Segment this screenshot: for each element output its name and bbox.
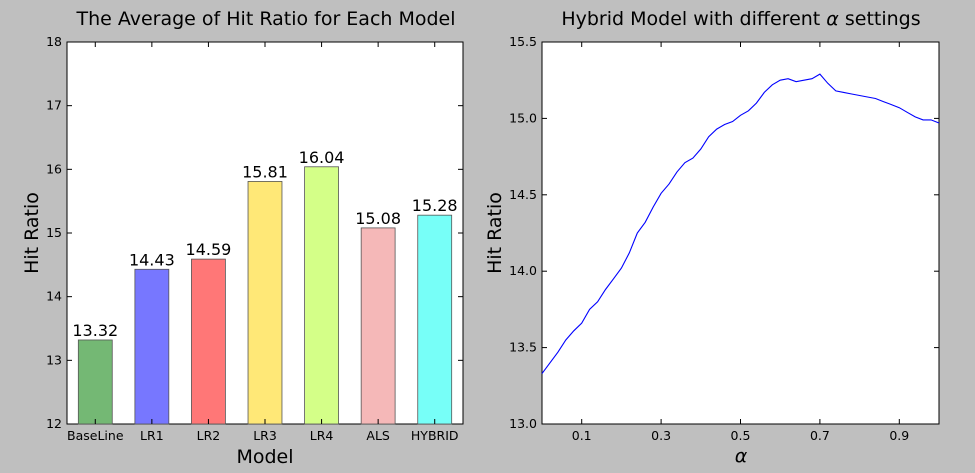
line-y-tick-label: 13.5 (509, 340, 537, 355)
line-y-tick-label: 13.0 (509, 416, 537, 431)
bar-chart-title: The Average of Hit Ratio for Each Model (75, 8, 455, 30)
bar-lr2 (191, 258, 226, 425)
bar-y-ticks: 12 13 14 15 16 17 18 (46, 34, 463, 431)
line-x-tick-label: 0.3 (651, 428, 671, 443)
bar-y-tick-label: 16 (46, 161, 62, 176)
line-series-hit-ratio (541, 73, 940, 374)
bar-x-tick-label: BaseLine (67, 428, 124, 443)
line-y-tick-label: 14.0 (509, 263, 537, 278)
bar-value-label: 13.32 (72, 321, 118, 340)
bar-y-axis-label: Hit Ratio (21, 192, 43, 274)
line-x-tick-label: 0.7 (810, 428, 830, 443)
line-plot-area (541, 41, 940, 425)
bar-lr4 (304, 166, 339, 425)
line-y-ticks: 13.0 13.5 14.0 14.5 15.0 15.5 (509, 34, 939, 431)
bar-lr1 (134, 268, 170, 425)
bar-x-axis-label: Model (236, 446, 293, 468)
bar-x-tick-label: LR1 (140, 428, 164, 443)
bar-x-tick-label: LR4 (310, 428, 334, 443)
bar-y-tick-label: 13 (46, 352, 62, 367)
bar-y-tick-label: 14 (46, 289, 62, 304)
bar-value-label: 14.43 (129, 250, 175, 269)
bar-value-label: 14.59 (186, 240, 232, 259)
bar-x-tick-label: LR3 (253, 428, 277, 443)
bar-chart: The Average of Hit Ratio for Each Model … (21, 8, 464, 468)
bar-y-tick-label: 12 (46, 416, 62, 431)
line-x-ticks: 0.1 0.3 0.5 0.7 0.9 (572, 42, 909, 443)
bar-x-ticks: BaseLine LR1 LR2 LR3 LR4 ALS HYBRID (67, 42, 459, 443)
bar-y-tick-label: 15 (46, 225, 62, 240)
bar-baseline (77, 339, 113, 425)
bar-value-label: 15.08 (355, 209, 401, 228)
bar-series: 13.32 14.43 14.59 15.81 16.04 15.08 15.28 (72, 148, 458, 425)
bar-als (360, 227, 396, 425)
bar-value-label: 15.81 (242, 162, 288, 181)
line-x-tick-label: 0.9 (889, 428, 909, 443)
bar-y-tick-label: 18 (46, 34, 62, 49)
bar-hybrid (417, 214, 453, 425)
line-x-tick-label: 0.1 (572, 428, 592, 443)
line-chart-title: Hybrid Model with different α settings (561, 8, 920, 30)
bar-x-tick-label: LR2 (197, 428, 221, 443)
line-x-tick-label: 0.5 (731, 428, 751, 443)
line-y-tick-label: 14.5 (509, 187, 537, 202)
bar-x-tick-label: HYBRID (411, 428, 459, 443)
line-y-tick-label: 15.5 (509, 34, 537, 49)
line-y-axis-label: Hit Ratio (484, 192, 506, 274)
bar-value-label: 16.04 (299, 148, 345, 167)
line-x-axis-label: α (735, 445, 748, 467)
bar-value-label: 15.28 (412, 196, 458, 215)
line-chart: Hybrid Model with different α settings 1… (484, 8, 940, 467)
line-y-tick-label: 15.0 (509, 110, 537, 125)
bar-y-tick-label: 17 (46, 98, 62, 113)
bar-x-tick-label: ALS (366, 428, 390, 443)
bar-lr3 (247, 181, 283, 425)
